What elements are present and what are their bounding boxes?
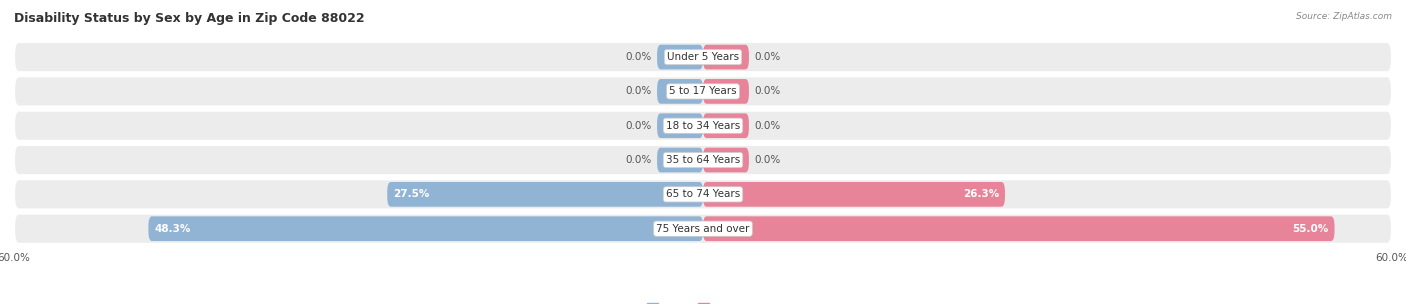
FancyBboxPatch shape (703, 45, 749, 69)
FancyBboxPatch shape (703, 216, 1334, 241)
Text: 18 to 34 Years: 18 to 34 Years (666, 121, 740, 131)
Text: 0.0%: 0.0% (626, 121, 651, 131)
Text: 55.0%: 55.0% (1292, 224, 1329, 234)
FancyBboxPatch shape (14, 76, 1392, 106)
FancyBboxPatch shape (703, 182, 1005, 207)
FancyBboxPatch shape (657, 113, 703, 138)
Text: 26.3%: 26.3% (963, 189, 1000, 199)
Text: 65 to 74 Years: 65 to 74 Years (666, 189, 740, 199)
FancyBboxPatch shape (657, 45, 703, 69)
Text: 0.0%: 0.0% (626, 86, 651, 96)
Text: 0.0%: 0.0% (755, 52, 780, 62)
FancyBboxPatch shape (703, 148, 749, 172)
Legend: Male, Female: Male, Female (643, 299, 763, 304)
Text: 0.0%: 0.0% (626, 155, 651, 165)
Text: Under 5 Years: Under 5 Years (666, 52, 740, 62)
Text: 0.0%: 0.0% (755, 86, 780, 96)
Text: 27.5%: 27.5% (392, 189, 429, 199)
Text: Disability Status by Sex by Age in Zip Code 88022: Disability Status by Sex by Age in Zip C… (14, 12, 364, 25)
FancyBboxPatch shape (14, 179, 1392, 209)
FancyBboxPatch shape (387, 182, 703, 207)
FancyBboxPatch shape (14, 145, 1392, 175)
FancyBboxPatch shape (149, 216, 703, 241)
FancyBboxPatch shape (14, 42, 1392, 72)
FancyBboxPatch shape (703, 113, 749, 138)
Text: 0.0%: 0.0% (755, 121, 780, 131)
FancyBboxPatch shape (657, 79, 703, 104)
Text: 75 Years and over: 75 Years and over (657, 224, 749, 234)
Text: 0.0%: 0.0% (755, 155, 780, 165)
Text: Source: ZipAtlas.com: Source: ZipAtlas.com (1296, 12, 1392, 21)
Text: 5 to 17 Years: 5 to 17 Years (669, 86, 737, 96)
FancyBboxPatch shape (703, 79, 749, 104)
Text: 35 to 64 Years: 35 to 64 Years (666, 155, 740, 165)
Text: 0.0%: 0.0% (626, 52, 651, 62)
FancyBboxPatch shape (657, 148, 703, 172)
Text: 48.3%: 48.3% (155, 224, 191, 234)
FancyBboxPatch shape (14, 214, 1392, 244)
FancyBboxPatch shape (14, 111, 1392, 141)
